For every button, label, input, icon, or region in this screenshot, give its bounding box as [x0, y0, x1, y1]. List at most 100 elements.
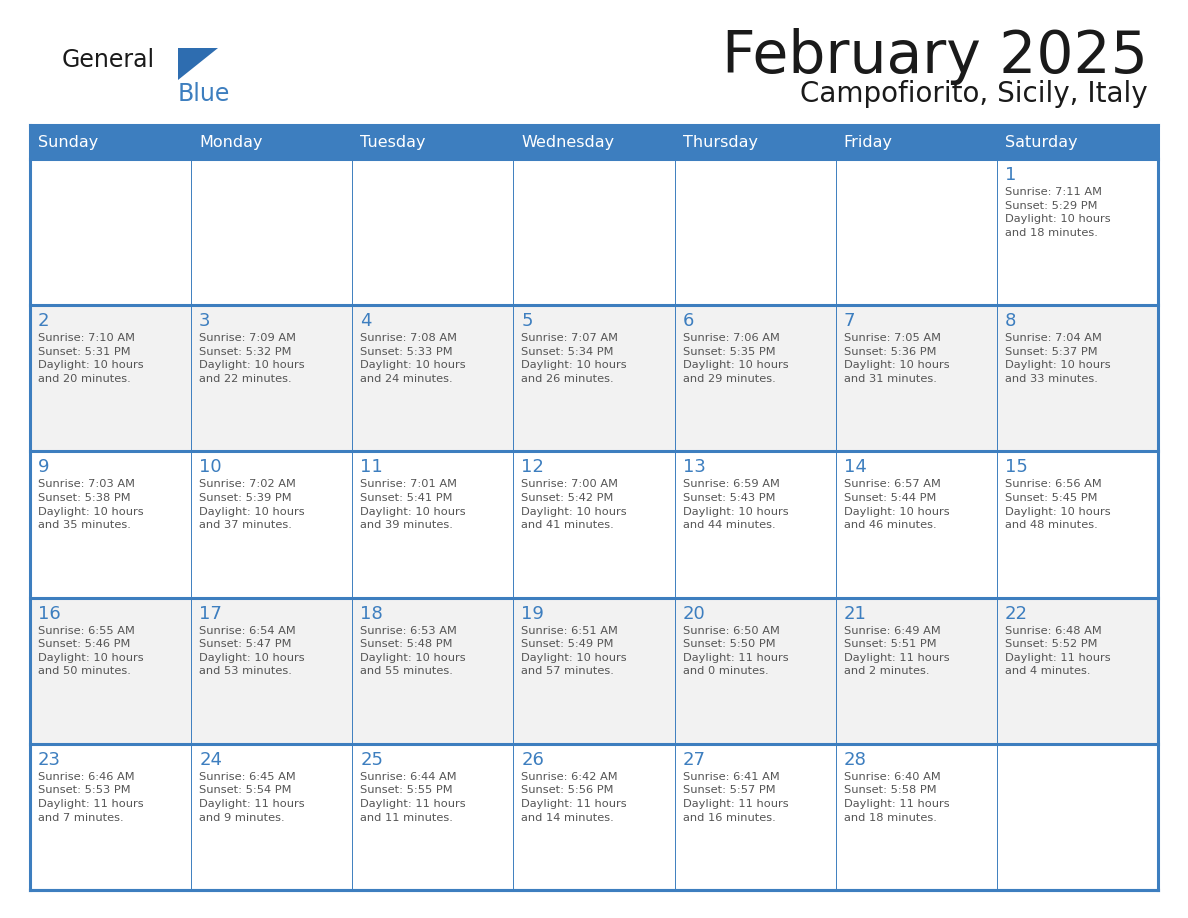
Bar	[353, 598, 513, 744]
Bar	[997, 744, 1158, 890]
Text: Sunrise: 6:49 AM
Sunset: 5:51 PM
Daylight: 11 hours
and 2 minutes.: Sunrise: 6:49 AM Sunset: 5:51 PM Dayligh…	[843, 625, 949, 677]
Bar	[353, 159, 513, 305]
Text: 27: 27	[683, 751, 706, 768]
Bar	[353, 452, 513, 598]
Text: 18: 18	[360, 605, 383, 622]
Text: 14: 14	[843, 458, 866, 476]
Text: 1: 1	[1005, 166, 1016, 184]
Text: 11: 11	[360, 458, 383, 476]
Bar	[513, 159, 675, 305]
Text: Sunrise: 6:50 AM
Sunset: 5:50 PM
Daylight: 11 hours
and 0 minutes.: Sunrise: 6:50 AM Sunset: 5:50 PM Dayligh…	[683, 625, 788, 677]
Text: Sunrise: 7:02 AM
Sunset: 5:39 PM
Daylight: 10 hours
and 37 minutes.: Sunrise: 7:02 AM Sunset: 5:39 PM Dayligh…	[200, 479, 305, 531]
Bar	[835, 452, 997, 598]
Text: Sunrise: 6:45 AM
Sunset: 5:54 PM
Daylight: 11 hours
and 9 minutes.: Sunrise: 6:45 AM Sunset: 5:54 PM Dayligh…	[200, 772, 305, 823]
Bar	[353, 305, 513, 452]
Bar	[513, 305, 675, 452]
Bar	[30, 159, 191, 305]
Text: Sunrise: 6:44 AM
Sunset: 5:55 PM
Daylight: 11 hours
and 11 minutes.: Sunrise: 6:44 AM Sunset: 5:55 PM Dayligh…	[360, 772, 466, 823]
Bar	[191, 305, 353, 452]
Text: Sunrise: 7:04 AM
Sunset: 5:37 PM
Daylight: 10 hours
and 33 minutes.: Sunrise: 7:04 AM Sunset: 5:37 PM Dayligh…	[1005, 333, 1111, 384]
Text: Friday: Friday	[843, 135, 892, 150]
Bar	[675, 305, 835, 452]
Text: Sunrise: 6:46 AM
Sunset: 5:53 PM
Daylight: 11 hours
and 7 minutes.: Sunrise: 6:46 AM Sunset: 5:53 PM Dayligh…	[38, 772, 144, 823]
Bar	[675, 159, 835, 305]
Text: Sunrise: 6:59 AM
Sunset: 5:43 PM
Daylight: 10 hours
and 44 minutes.: Sunrise: 6:59 AM Sunset: 5:43 PM Dayligh…	[683, 479, 788, 531]
Text: Sunrise: 7:07 AM
Sunset: 5:34 PM
Daylight: 10 hours
and 26 minutes.: Sunrise: 7:07 AM Sunset: 5:34 PM Dayligh…	[522, 333, 627, 384]
Text: Sunrise: 7:05 AM
Sunset: 5:36 PM
Daylight: 10 hours
and 31 minutes.: Sunrise: 7:05 AM Sunset: 5:36 PM Dayligh…	[843, 333, 949, 384]
Text: Sunrise: 7:06 AM
Sunset: 5:35 PM
Daylight: 10 hours
and 29 minutes.: Sunrise: 7:06 AM Sunset: 5:35 PM Dayligh…	[683, 333, 788, 384]
Text: 5: 5	[522, 312, 533, 330]
Bar	[30, 744, 191, 890]
Text: Sunrise: 6:40 AM
Sunset: 5:58 PM
Daylight: 11 hours
and 18 minutes.: Sunrise: 6:40 AM Sunset: 5:58 PM Dayligh…	[843, 772, 949, 823]
Text: 4: 4	[360, 312, 372, 330]
Text: Sunrise: 6:51 AM
Sunset: 5:49 PM
Daylight: 10 hours
and 57 minutes.: Sunrise: 6:51 AM Sunset: 5:49 PM Dayligh…	[522, 625, 627, 677]
Text: Blue: Blue	[178, 82, 230, 106]
Text: Sunrise: 6:56 AM
Sunset: 5:45 PM
Daylight: 10 hours
and 48 minutes.: Sunrise: 6:56 AM Sunset: 5:45 PM Dayligh…	[1005, 479, 1111, 531]
Text: 25: 25	[360, 751, 384, 768]
Bar	[997, 452, 1158, 598]
Text: 21: 21	[843, 605, 866, 622]
Bar	[353, 744, 513, 890]
Text: Sunrise: 6:48 AM
Sunset: 5:52 PM
Daylight: 11 hours
and 4 minutes.: Sunrise: 6:48 AM Sunset: 5:52 PM Dayligh…	[1005, 625, 1111, 677]
Text: 6: 6	[683, 312, 694, 330]
Text: Sunrise: 6:54 AM
Sunset: 5:47 PM
Daylight: 10 hours
and 53 minutes.: Sunrise: 6:54 AM Sunset: 5:47 PM Dayligh…	[200, 625, 305, 677]
Text: 7: 7	[843, 312, 855, 330]
Bar	[997, 159, 1158, 305]
Bar	[30, 125, 1158, 159]
Bar	[835, 159, 997, 305]
Bar	[513, 598, 675, 744]
Text: Tuesday: Tuesday	[360, 135, 425, 150]
Text: Sunrise: 6:42 AM
Sunset: 5:56 PM
Daylight: 11 hours
and 14 minutes.: Sunrise: 6:42 AM Sunset: 5:56 PM Dayligh…	[522, 772, 627, 823]
Text: 10: 10	[200, 458, 222, 476]
Text: 20: 20	[683, 605, 706, 622]
Bar	[675, 598, 835, 744]
Text: 8: 8	[1005, 312, 1016, 330]
Text: Sunrise: 6:41 AM
Sunset: 5:57 PM
Daylight: 11 hours
and 16 minutes.: Sunrise: 6:41 AM Sunset: 5:57 PM Dayligh…	[683, 772, 788, 823]
Bar	[997, 598, 1158, 744]
Polygon shape	[178, 48, 219, 80]
Text: 17: 17	[200, 605, 222, 622]
Text: 24: 24	[200, 751, 222, 768]
Text: General: General	[62, 48, 156, 72]
Text: Sunrise: 7:09 AM
Sunset: 5:32 PM
Daylight: 10 hours
and 22 minutes.: Sunrise: 7:09 AM Sunset: 5:32 PM Dayligh…	[200, 333, 305, 384]
Text: 12: 12	[522, 458, 544, 476]
Bar	[835, 598, 997, 744]
Text: Monday: Monday	[200, 135, 263, 150]
Text: Thursday: Thursday	[683, 135, 758, 150]
Bar	[835, 305, 997, 452]
Text: Saturday: Saturday	[1005, 135, 1078, 150]
Text: 19: 19	[522, 605, 544, 622]
Text: 13: 13	[683, 458, 706, 476]
Bar	[997, 305, 1158, 452]
Text: Sunrise: 7:11 AM
Sunset: 5:29 PM
Daylight: 10 hours
and 18 minutes.: Sunrise: 7:11 AM Sunset: 5:29 PM Dayligh…	[1005, 187, 1111, 238]
Text: 23: 23	[38, 751, 61, 768]
Bar	[191, 452, 353, 598]
Text: Wednesday: Wednesday	[522, 135, 614, 150]
Text: 9: 9	[38, 458, 50, 476]
Bar	[30, 452, 191, 598]
Text: 22: 22	[1005, 605, 1028, 622]
Text: February 2025: February 2025	[722, 28, 1148, 85]
Bar	[675, 744, 835, 890]
Bar	[835, 744, 997, 890]
Bar	[191, 744, 353, 890]
Text: Sunrise: 7:08 AM
Sunset: 5:33 PM
Daylight: 10 hours
and 24 minutes.: Sunrise: 7:08 AM Sunset: 5:33 PM Dayligh…	[360, 333, 466, 384]
Bar	[30, 598, 191, 744]
Text: Sunrise: 6:53 AM
Sunset: 5:48 PM
Daylight: 10 hours
and 55 minutes.: Sunrise: 6:53 AM Sunset: 5:48 PM Dayligh…	[360, 625, 466, 677]
Text: 16: 16	[38, 605, 61, 622]
Bar	[513, 744, 675, 890]
Text: Sunrise: 7:03 AM
Sunset: 5:38 PM
Daylight: 10 hours
and 35 minutes.: Sunrise: 7:03 AM Sunset: 5:38 PM Dayligh…	[38, 479, 144, 531]
Text: 15: 15	[1005, 458, 1028, 476]
Bar	[513, 452, 675, 598]
Text: Sunrise: 6:57 AM
Sunset: 5:44 PM
Daylight: 10 hours
and 46 minutes.: Sunrise: 6:57 AM Sunset: 5:44 PM Dayligh…	[843, 479, 949, 531]
Text: 26: 26	[522, 751, 544, 768]
Text: Sunrise: 7:00 AM
Sunset: 5:42 PM
Daylight: 10 hours
and 41 minutes.: Sunrise: 7:00 AM Sunset: 5:42 PM Dayligh…	[522, 479, 627, 531]
Bar	[30, 305, 191, 452]
Text: Sunrise: 7:01 AM
Sunset: 5:41 PM
Daylight: 10 hours
and 39 minutes.: Sunrise: 7:01 AM Sunset: 5:41 PM Dayligh…	[360, 479, 466, 531]
Bar	[675, 452, 835, 598]
Text: Sunrise: 7:10 AM
Sunset: 5:31 PM
Daylight: 10 hours
and 20 minutes.: Sunrise: 7:10 AM Sunset: 5:31 PM Dayligh…	[38, 333, 144, 384]
Text: 28: 28	[843, 751, 866, 768]
Text: Campofiorito, Sicily, Italy: Campofiorito, Sicily, Italy	[801, 80, 1148, 108]
Text: Sunrise: 6:55 AM
Sunset: 5:46 PM
Daylight: 10 hours
and 50 minutes.: Sunrise: 6:55 AM Sunset: 5:46 PM Dayligh…	[38, 625, 144, 677]
Text: Sunday: Sunday	[38, 135, 99, 150]
